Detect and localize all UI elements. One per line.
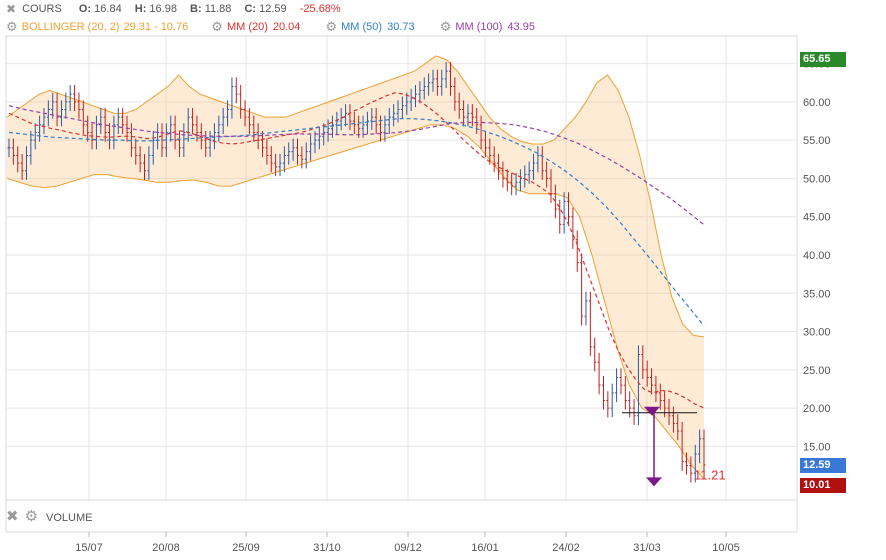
- annotation-label: 11.21: [694, 467, 726, 482]
- gear-icon[interactable]: ⚙: [24, 508, 39, 525]
- volume-label: VOLUME: [46, 512, 93, 524]
- ma20-line: [8, 92, 705, 409]
- x-tick-label: 16/01: [471, 542, 499, 554]
- x-axis: 15/07 20/08 25/09 31/10 09/12 16/01 24/02 31/03…: [5, 500, 798, 554]
- ma20-label: MM (20): [226, 21, 268, 34]
- y-tick-label: 40.00: [803, 250, 831, 262]
- bollinger-band: [6, 55, 705, 480]
- y-tick-label: 30.00: [803, 327, 831, 339]
- x-tick-label: 20/08: [152, 542, 180, 554]
- gear-icon[interactable]: ⚙: [6, 19, 18, 35]
- ma100-label: MM (100): [455, 21, 503, 34]
- plot-frame: [5, 35, 798, 501]
- bollinger-fill: [7, 55, 704, 479]
- ma50-label: MM (50): [341, 21, 383, 34]
- bollinger-lower: 10.76: [160, 21, 189, 34]
- y-tick-label: 60.00: [803, 97, 831, 109]
- y-tick-label: 20.00: [803, 403, 831, 415]
- x-tick-label: 24/02: [552, 542, 580, 554]
- y-tick-label: 55.00: [803, 135, 831, 147]
- bollinger-lower-line: [6, 124, 705, 480]
- close-icon[interactable]: ✖: [6, 508, 19, 525]
- price-tag-high: 65.65: [800, 51, 846, 67]
- ma50-value: 30.73: [387, 21, 415, 34]
- x-tick-label: 31/03: [633, 542, 661, 554]
- ma20-value: 20.04: [272, 21, 301, 34]
- x-tick-label: 25/09: [232, 542, 260, 554]
- arrow-head-top: [644, 406, 660, 416]
- bollinger-label: BOLLINGER (20, 2): [21, 21, 120, 34]
- cours-label: COURS: [22, 3, 62, 16]
- high-value: H: 16.98: [134, 3, 177, 16]
- annotations: 11.21: [622, 406, 726, 487]
- open-value: O: 16.84: [78, 3, 122, 16]
- x-tick-label: 15/07: [75, 542, 103, 554]
- low-value: B: 11.88: [190, 3, 232, 16]
- gear-icon[interactable]: ⚙: [325, 19, 338, 35]
- y-tick-label: 35.00: [803, 288, 831, 300]
- close-value: C: 12.59: [244, 3, 287, 16]
- x-tick-label: 10/05: [712, 542, 740, 554]
- x-tick-label: 31/10: [313, 542, 341, 554]
- close-icon[interactable]: ✖: [6, 2, 17, 17]
- ma50-line: [8, 118, 705, 327]
- y-tick-label: 25.00: [803, 365, 831, 377]
- x-tick-label: 09/12: [394, 542, 422, 554]
- y-tick-label: 15.00: [803, 441, 831, 453]
- ma100-line: [8, 105, 705, 226]
- volume-panel-header: ✖ ⚙ VOLUME: [6, 508, 93, 526]
- y-tick-label: 50.00: [803, 173, 831, 185]
- gear-icon[interactable]: ⚙: [439, 19, 452, 35]
- bollinger-upper: 29.31: [123, 21, 152, 34]
- moving-averages: [8, 92, 705, 409]
- change-value: -25.68%: [299, 3, 341, 16]
- arrow-head-bottom: [646, 477, 662, 487]
- legend-row-indicators: ⚙ BOLLINGER (20, 2) 29.31-10.76 ⚙ MM (20) 20…: [6, 19, 535, 35]
- legend-row-cours: ✖ COURS O: 16.84 H: 16.98 B: 11.88 C: 12.…: [6, 1, 351, 17]
- price-tag-low: 10.01: [800, 477, 846, 493]
- gear-icon[interactable]: ⚙: [211, 19, 223, 35]
- y-axis: 65.0060.0055.0050.0045.0040.0035.0030.00…: [803, 59, 831, 454]
- ma100-value: 43.95: [507, 21, 535, 34]
- bollinger-upper-line: [6, 55, 705, 338]
- price-tag-last: 12.59: [800, 457, 846, 473]
- y-tick-label: 45.00: [803, 212, 831, 224]
